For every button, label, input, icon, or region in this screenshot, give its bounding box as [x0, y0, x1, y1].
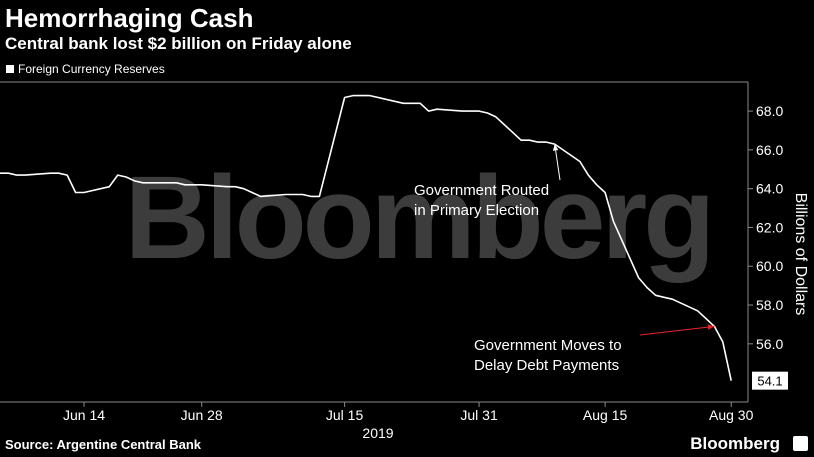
- x-tick-label: Jul 31: [460, 407, 498, 423]
- annotation-text: Government Routed: [414, 182, 549, 199]
- x-tick-label: Aug 15: [583, 407, 628, 423]
- y-tick-label: 66.0: [756, 142, 783, 158]
- chart-title: Hemorrhaging Cash: [5, 3, 254, 33]
- y-tick-label: 64.0: [756, 181, 783, 197]
- legend: Foreign Currency Reserves: [6, 62, 165, 76]
- last-value-label: 54.1: [757, 374, 782, 389]
- brand-logo-icon: [793, 436, 808, 451]
- last-value-box: [752, 371, 788, 390]
- annotation-arrowhead: [552, 144, 559, 151]
- annotation-arrow: [639, 325, 715, 336]
- chart-subtitle: Central bank lost $2 billion on Friday a…: [5, 34, 352, 53]
- y-axis-title: Billions of Dollars: [792, 193, 809, 316]
- x-tick-label: Jun 14: [63, 407, 105, 423]
- series-line-0: [0, 94, 732, 381]
- x-tick-label: Jul 15: [326, 407, 364, 423]
- legend-swatch: [6, 65, 14, 73]
- x-tick-label: Aug 30: [709, 407, 754, 423]
- annotation-text: Delay Debt Payments: [474, 357, 619, 374]
- annotation-text: in Primary Election: [414, 202, 539, 219]
- y-tick-label: 58.0: [756, 297, 783, 313]
- brand-name: Bloomberg: [690, 434, 780, 453]
- watermark: Bloomberg: [125, 152, 712, 284]
- legend-label: Foreign Currency Reserves: [18, 62, 165, 76]
- y-tick-label: 68.0: [756, 103, 783, 119]
- x-axis-year-label: 2019: [362, 425, 393, 441]
- annotation-arrowhead: [707, 324, 715, 330]
- source-note: Source: Argentine Central Bank: [5, 437, 202, 452]
- x-tick-label: Jun 28: [181, 407, 223, 423]
- y-tick-label: 60.0: [756, 258, 783, 274]
- y-tick-label: 56.0: [756, 336, 783, 352]
- y-tick-label: 62.0: [756, 219, 783, 235]
- annotation-text: Government Moves to: [474, 337, 622, 354]
